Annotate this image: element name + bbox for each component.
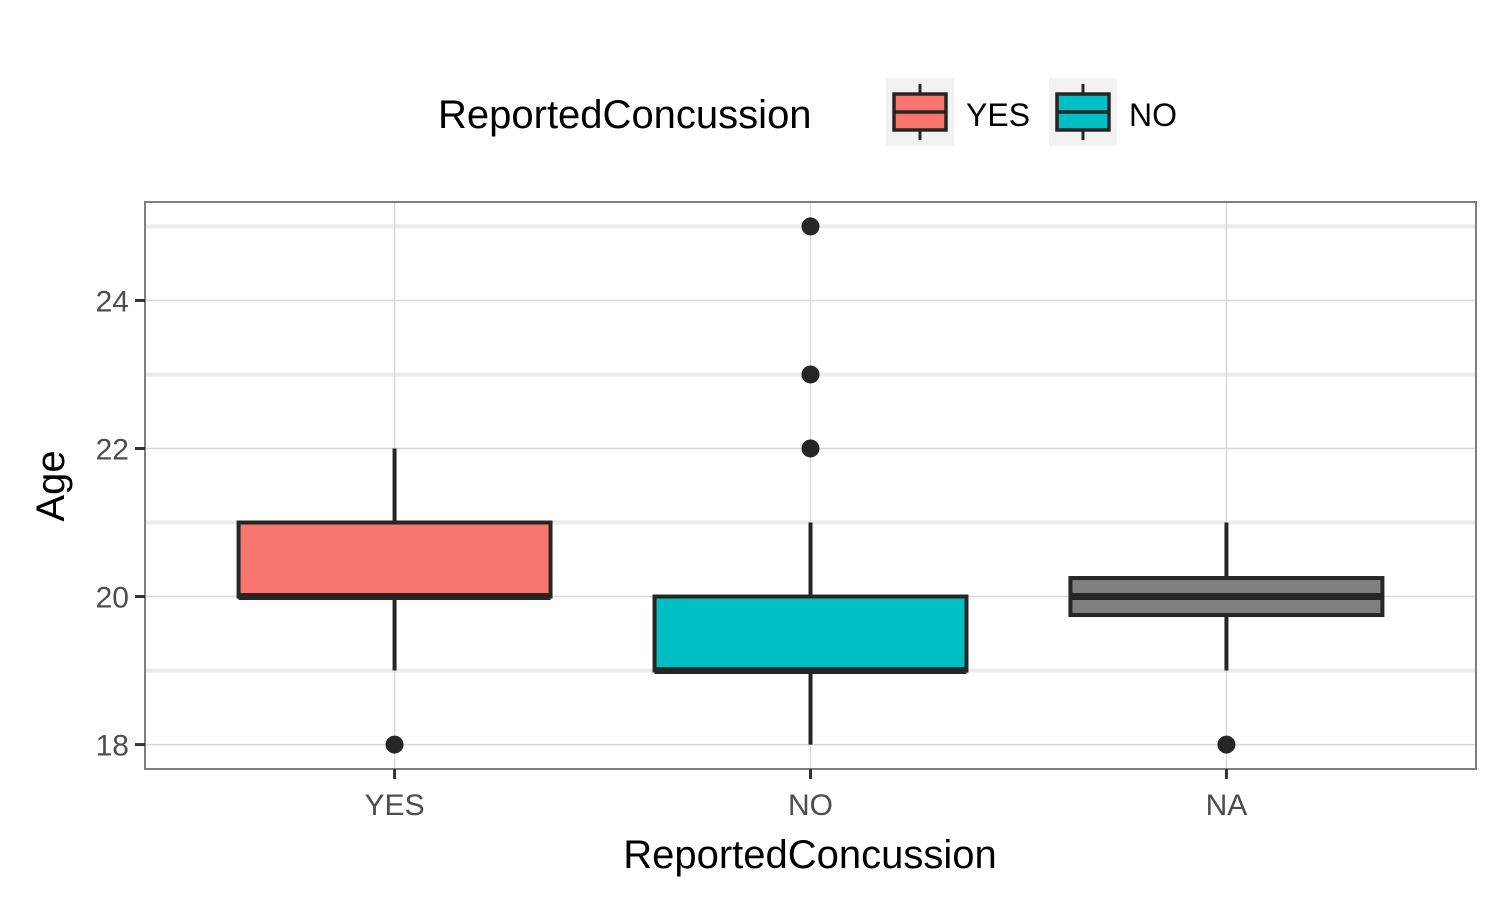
- outlier-point: [1217, 735, 1236, 754]
- plot-panel: [144, 201, 1477, 770]
- y-tick-label: 24: [96, 285, 129, 318]
- legend-items: YES NO: [886, 78, 1177, 146]
- box-no: [652, 217, 969, 745]
- y-axis-title: Age: [29, 450, 73, 521]
- outlier-point: [385, 735, 404, 754]
- x-tick-label: YES: [365, 789, 425, 822]
- y-tick-label: 18: [96, 730, 129, 763]
- x-tick-label: NA: [1206, 789, 1248, 822]
- outlier-point: [801, 217, 820, 236]
- x-axis: YES NO NA: [365, 769, 1248, 822]
- legend: ReportedConcussion YES NO: [438, 78, 1177, 146]
- x-axis-title: ReportedConcussion: [623, 833, 997, 877]
- legend-item-yes: YES: [886, 78, 1030, 146]
- x-tick-label: NO: [788, 789, 833, 822]
- legend-label: YES: [966, 97, 1030, 133]
- box-yes: [236, 448, 553, 754]
- legend-item-no: NO: [1049, 78, 1177, 146]
- boxes: [236, 217, 1385, 754]
- legend-label: NO: [1129, 97, 1177, 133]
- outlier-point: [801, 365, 820, 384]
- outlier-point: [801, 439, 820, 458]
- y-axis: 18 20 22 24: [96, 285, 145, 763]
- y-tick-label: 22: [96, 433, 129, 466]
- box-body: [652, 594, 969, 673]
- y-tick-label: 20: [96, 582, 129, 615]
- legend-title: ReportedConcussion: [438, 93, 812, 137]
- box-na: [1068, 522, 1385, 754]
- box-body: [236, 520, 553, 599]
